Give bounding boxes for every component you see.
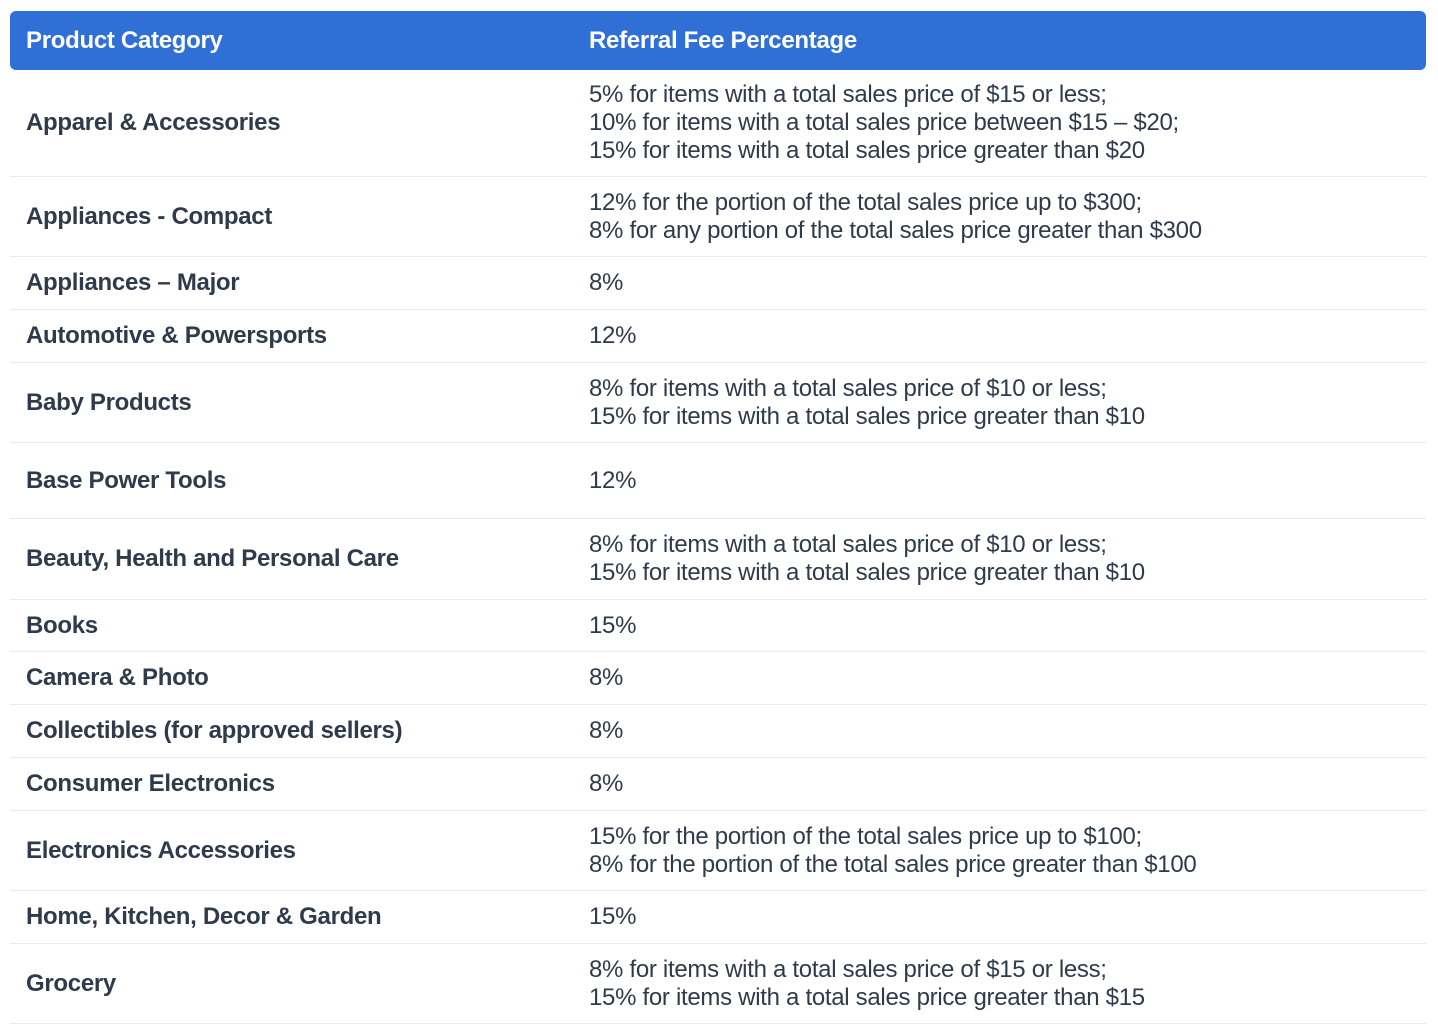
- product-category-cell: Baby Products: [26, 388, 192, 416]
- referral-fee-cell: 8%: [573, 770, 1426, 798]
- product-category-cell: Apparel & Accessories: [26, 109, 281, 136]
- referral-fee-cell: 12% for the portion of the total sales p…: [573, 189, 1426, 245]
- referral-fee-cell: 8%: [573, 664, 1426, 692]
- table-row: Grocery 8% for items with a total sales p…: [10, 944, 1426, 1024]
- table-row: Appliances - Compact 12% for the portion …: [10, 177, 1426, 257]
- product-category-cell: Automotive & Powersports: [26, 322, 327, 349]
- referral-fee-line: 8% for any portion of the total sales pr…: [589, 216, 1202, 244]
- referral-fee-cell: 15%: [573, 903, 1426, 931]
- referral-fee-line: 12% for the portion of the total sales p…: [589, 188, 1142, 216]
- product-category-cell: Beauty, Health and Personal Care: [26, 545, 399, 572]
- referral-fee-line: 15% for items with a total sales price g…: [589, 402, 1145, 430]
- referral-fee-cell: 12%: [573, 467, 1426, 495]
- referral-fee-line: 15% for items with a total sales price g…: [589, 137, 1145, 164]
- table-row: Appliances – Major 8%: [10, 257, 1426, 310]
- product-category-cell: Base Power Tools: [26, 466, 227, 494]
- table-body: Apparel & Accessories 5% for items with a…: [10, 70, 1426, 1024]
- referral-fee-cell: 15% for the portion of the total sales p…: [573, 823, 1426, 879]
- table-row: Home, Kitchen, Decor & Garden 15%: [10, 891, 1426, 944]
- referral-fee-table: Product Category Referral Fee Percentage…: [10, 11, 1426, 1024]
- referral-fee-line: 8% for items with a total sales price of…: [589, 374, 1107, 402]
- product-category-cell: Appliances - Compact: [26, 202, 273, 230]
- product-category-cell: Appliances – Major: [26, 269, 240, 296]
- referral-fee-line: 8%: [589, 770, 624, 797]
- product-category-cell: Home, Kitchen, Decor & Garden: [26, 903, 382, 930]
- product-category-cell: Grocery: [26, 969, 116, 997]
- table-row: Baby Products 8% for items with a total s…: [10, 363, 1426, 443]
- referral-fee-line: 15%: [589, 611, 637, 639]
- referral-fee-cell: 8% for items with a total sales price of…: [573, 531, 1426, 587]
- table-row: Apparel & Accessories 5% for items with a…: [10, 70, 1426, 177]
- product-category-cell: Camera & Photo: [26, 664, 209, 691]
- referral-fee-line: 8% for items with a total sales price of…: [589, 955, 1107, 983]
- table-row: Camera & Photo 8%: [10, 652, 1426, 705]
- table-row: Electronics Accessories 15% for the porti…: [10, 811, 1426, 891]
- table-row: Beauty, Health and Personal Care 8% for i…: [10, 519, 1426, 600]
- referral-fee-line: 15% for items with a total sales price g…: [589, 983, 1145, 1011]
- referral-fee-cell: 8%: [573, 269, 1426, 297]
- table-row: Collectibles (for approved sellers) 8%: [10, 705, 1426, 758]
- column-header-product-category: Product Category: [26, 26, 223, 54]
- referral-fee-line: 8% for items with a total sales price of…: [589, 531, 1107, 558]
- referral-fee-cell: 8% for items with a total sales price of…: [573, 956, 1426, 1012]
- referral-fee-line: 8%: [589, 269, 624, 296]
- referral-fee-line: 8% for the portion of the total sales pr…: [589, 850, 1197, 878]
- referral-fee-line: 12%: [589, 322, 637, 349]
- product-category-cell: Electronics Accessories: [26, 836, 296, 864]
- table-header: Product Category Referral Fee Percentage: [10, 11, 1426, 70]
- referral-fee-line: 15% for items with a total sales price g…: [589, 559, 1145, 586]
- referral-fee-line: 8%: [589, 664, 624, 691]
- table-row: Automotive & Powersports 12%: [10, 310, 1426, 363]
- referral-fee-cell: 5% for items with a total sales price of…: [573, 81, 1426, 165]
- referral-fee-cell: 15%: [573, 612, 1426, 640]
- referral-fee-cell: 8% for items with a total sales price of…: [573, 375, 1426, 431]
- referral-fee-cell: 12%: [573, 322, 1426, 350]
- referral-fee-line: 15% for the portion of the total sales p…: [589, 822, 1142, 850]
- product-category-cell: Consumer Electronics: [26, 770, 275, 797]
- table-row: Base Power Tools 12%: [10, 443, 1426, 519]
- referral-fee-line: 10% for items with a total sales price b…: [589, 109, 1179, 136]
- referral-fee-line: 5% for items with a total sales price of…: [589, 81, 1107, 108]
- referral-fee-line: 12%: [589, 466, 637, 494]
- referral-fee-line: 8%: [589, 717, 624, 744]
- referral-fee-line: 15%: [589, 903, 637, 930]
- product-category-cell: Books: [26, 611, 98, 639]
- referral-fee-cell: 8%: [573, 717, 1426, 745]
- product-category-cell: Collectibles (for approved sellers): [26, 717, 403, 744]
- column-header-referral-fee: Referral Fee Percentage: [589, 26, 857, 54]
- table-row: Books 15%: [10, 600, 1426, 652]
- table-row: Consumer Electronics 8%: [10, 758, 1426, 811]
